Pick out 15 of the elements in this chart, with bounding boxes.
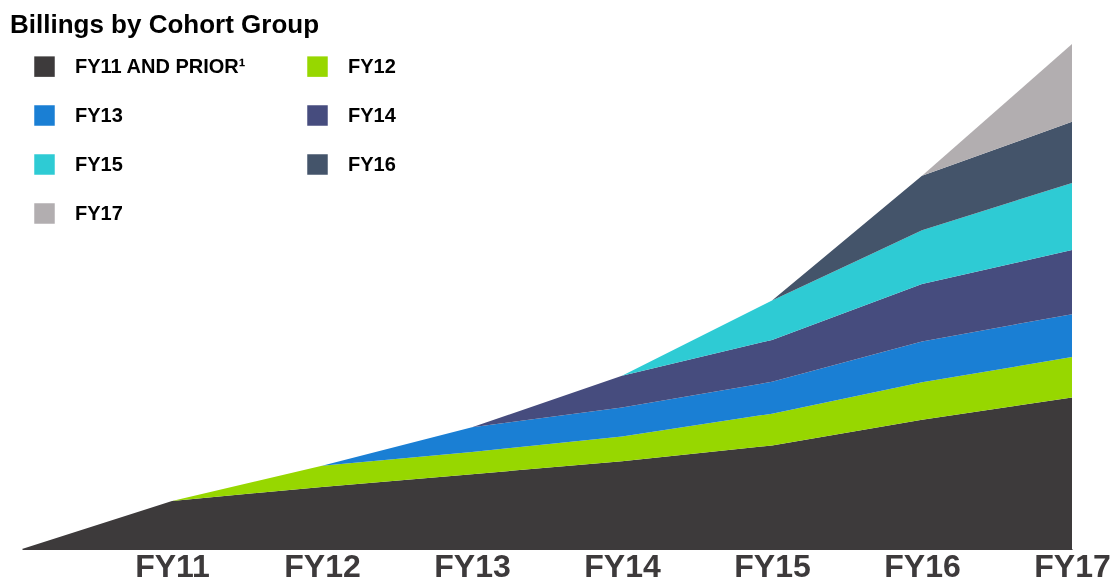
x-tick-label: FY17 [1034, 547, 1111, 577]
x-tick-label: FY15 [734, 547, 811, 577]
x-tick-label: FY16 [884, 547, 961, 577]
x-tick-label: FY13 [434, 547, 511, 577]
legend-label: FY11 AND PRIOR¹ [75, 54, 246, 77]
legend-label: FY17 [75, 201, 123, 224]
x-tick-label: FY14 [584, 547, 661, 577]
legend-label: FY16 [348, 152, 396, 175]
legend-label: FY12 [348, 54, 396, 77]
legend-label: FY13 [75, 103, 123, 126]
legend-label: FY14 [348, 103, 397, 126]
x-tick-label: FY11 [135, 547, 210, 577]
chart-title: Billings by Cohort Group [10, 9, 320, 39]
x-tick-label: FY12 [284, 547, 361, 577]
legend-label: FY15 [75, 152, 123, 175]
